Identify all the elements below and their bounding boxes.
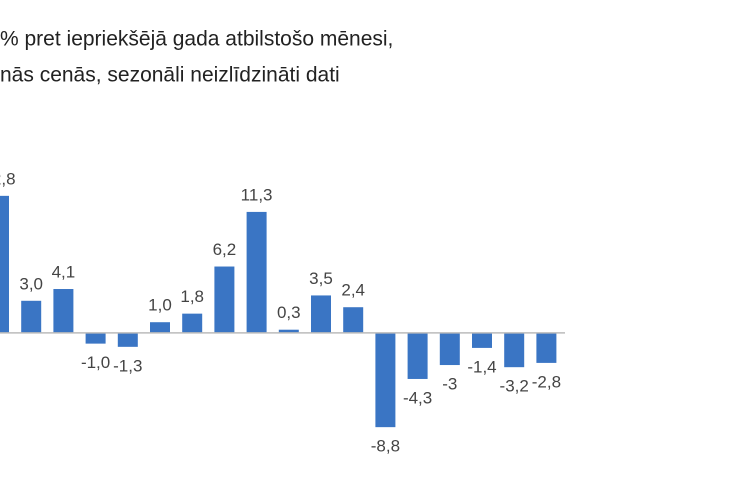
bar: [407, 332, 428, 379]
bar: [85, 332, 106, 344]
value-label: -1,4: [467, 357, 496, 376]
value-label: 3,5: [309, 269, 333, 288]
bar: [182, 313, 203, 333]
chart-subtitle: nās cenās, sezonāli neizlīdzināti dati: [0, 64, 340, 87]
value-label: 2,4: [341, 281, 365, 300]
value-label: -2,8: [532, 372, 561, 391]
value-label: 1,0: [148, 296, 172, 315]
value-label: -1,3: [113, 356, 142, 375]
bar: [214, 266, 235, 333]
bar: [53, 289, 74, 333]
value-label: 12,8: [0, 169, 16, 188]
bar: [311, 295, 331, 333]
value-label: -1,0: [81, 353, 110, 372]
value-label: 1,8: [180, 287, 204, 306]
bar: [472, 332, 492, 348]
bar: [343, 307, 364, 333]
value-label: 3,0: [19, 274, 43, 293]
bar: [117, 332, 138, 347]
bar: [150, 322, 170, 333]
value-label: -8,8: [371, 437, 400, 456]
bar: [21, 300, 42, 333]
bar: [504, 332, 525, 368]
bar: [0, 195, 9, 333]
bar: [536, 332, 557, 363]
chart-title: % pret iepriekšējā gada atbilstošo mēnes…: [0, 28, 393, 51]
value-label: -4,3: [403, 388, 432, 407]
bar: [278, 329, 299, 333]
value-label: -3: [442, 375, 457, 394]
bar: [375, 332, 396, 428]
value-label: 0,3: [277, 303, 301, 322]
value-label: 11,3: [241, 185, 273, 204]
value-label: -3,2: [500, 377, 529, 396]
value-label: 6,2: [213, 240, 237, 259]
value-label: 4,1: [52, 262, 76, 281]
bar: [246, 211, 267, 333]
bar: [439, 332, 460, 366]
